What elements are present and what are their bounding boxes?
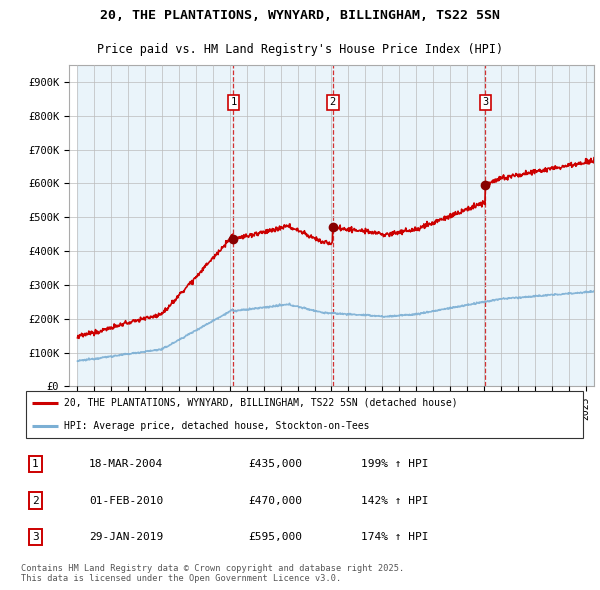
Text: Price paid vs. HM Land Registry's House Price Index (HPI): Price paid vs. HM Land Registry's House … (97, 44, 503, 57)
Text: 2: 2 (32, 496, 38, 506)
Text: 01-FEB-2010: 01-FEB-2010 (89, 496, 163, 506)
Text: 142% ↑ HPI: 142% ↑ HPI (361, 496, 428, 506)
Text: Contains HM Land Registry data © Crown copyright and database right 2025.
This d: Contains HM Land Registry data © Crown c… (21, 564, 404, 584)
Text: 3: 3 (482, 97, 488, 107)
Text: £435,000: £435,000 (248, 459, 302, 469)
Text: 2: 2 (330, 97, 336, 107)
Text: 29-JAN-2019: 29-JAN-2019 (89, 532, 163, 542)
Text: 3: 3 (32, 532, 38, 542)
Text: 20, THE PLANTATIONS, WYNYARD, BILLINGHAM, TS22 5SN (detached house): 20, THE PLANTATIONS, WYNYARD, BILLINGHAM… (64, 398, 457, 408)
Text: 199% ↑ HPI: 199% ↑ HPI (361, 459, 428, 469)
Text: 1: 1 (32, 459, 38, 469)
Text: 1: 1 (230, 97, 236, 107)
Text: HPI: Average price, detached house, Stockton-on-Tees: HPI: Average price, detached house, Stoc… (64, 421, 369, 431)
Text: 20, THE PLANTATIONS, WYNYARD, BILLINGHAM, TS22 5SN: 20, THE PLANTATIONS, WYNYARD, BILLINGHAM… (100, 9, 500, 22)
FancyBboxPatch shape (26, 391, 583, 438)
Text: 18-MAR-2004: 18-MAR-2004 (89, 459, 163, 469)
Text: £470,000: £470,000 (248, 496, 302, 506)
Text: £595,000: £595,000 (248, 532, 302, 542)
Text: 174% ↑ HPI: 174% ↑ HPI (361, 532, 428, 542)
